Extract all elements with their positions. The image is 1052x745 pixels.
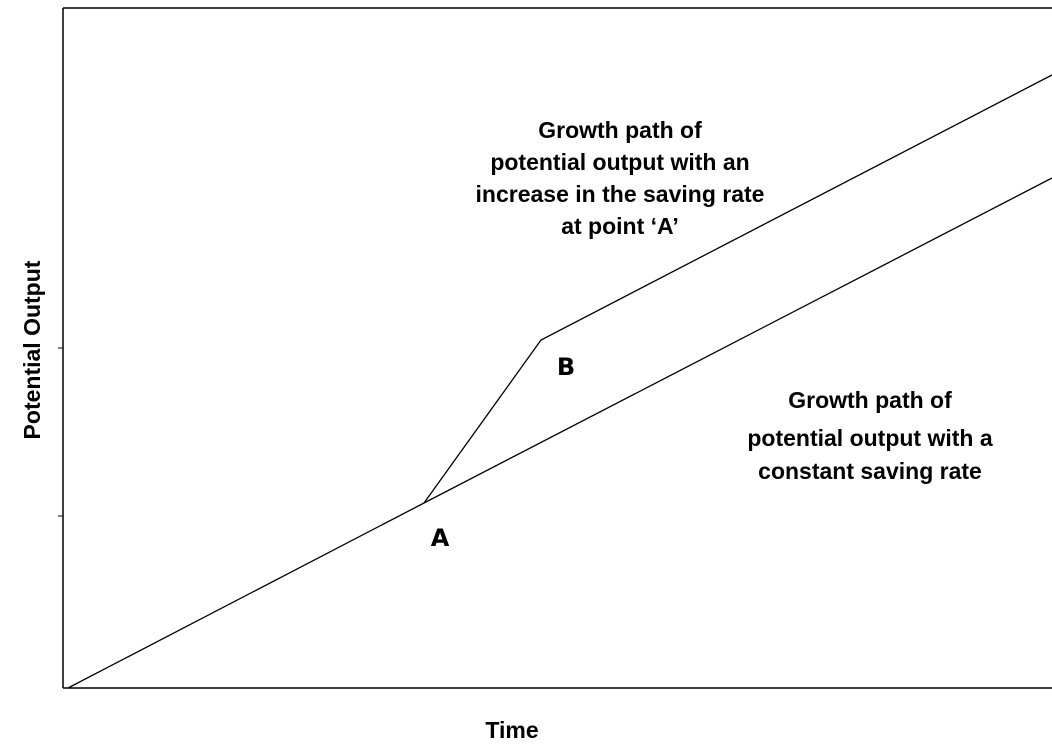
y-axis-label: Potential Output xyxy=(19,260,45,439)
increase-path xyxy=(423,74,1052,504)
annotation-line: potential output with a xyxy=(747,425,993,451)
annotation-line: constant saving rate xyxy=(758,458,982,484)
x-axis-label: Time xyxy=(485,717,538,740)
annotation-line: Growth path of xyxy=(538,117,702,143)
point-label: B xyxy=(557,353,575,381)
annotation-line: potential output with an xyxy=(490,149,749,175)
annotation-line: Growth path of xyxy=(788,387,952,413)
point-label: A xyxy=(431,524,450,552)
annotation-line: increase in the saving rate xyxy=(476,181,765,207)
annotation-line: at point ‘A’ xyxy=(561,213,679,239)
